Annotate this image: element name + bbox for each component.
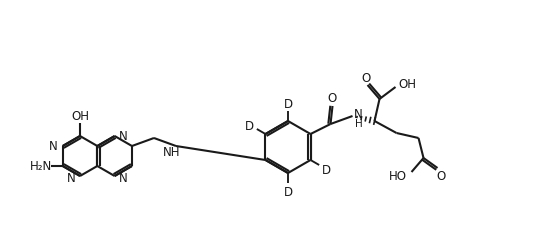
Text: NH: NH xyxy=(163,146,181,159)
Text: N: N xyxy=(119,129,128,142)
Text: O: O xyxy=(361,71,370,84)
Text: H: H xyxy=(355,118,362,129)
Text: N: N xyxy=(67,171,75,184)
Text: OH: OH xyxy=(71,110,89,123)
Text: H₂N: H₂N xyxy=(30,160,52,173)
Text: D: D xyxy=(245,119,255,132)
Text: N: N xyxy=(354,108,363,121)
Text: N: N xyxy=(119,171,128,184)
Text: O: O xyxy=(436,170,445,183)
Text: OH: OH xyxy=(399,78,416,91)
Text: D: D xyxy=(322,163,331,176)
Text: O: O xyxy=(327,92,336,105)
Text: HO: HO xyxy=(388,169,406,182)
Text: N: N xyxy=(50,139,58,152)
Text: D: D xyxy=(283,185,293,198)
Text: D: D xyxy=(283,97,293,110)
